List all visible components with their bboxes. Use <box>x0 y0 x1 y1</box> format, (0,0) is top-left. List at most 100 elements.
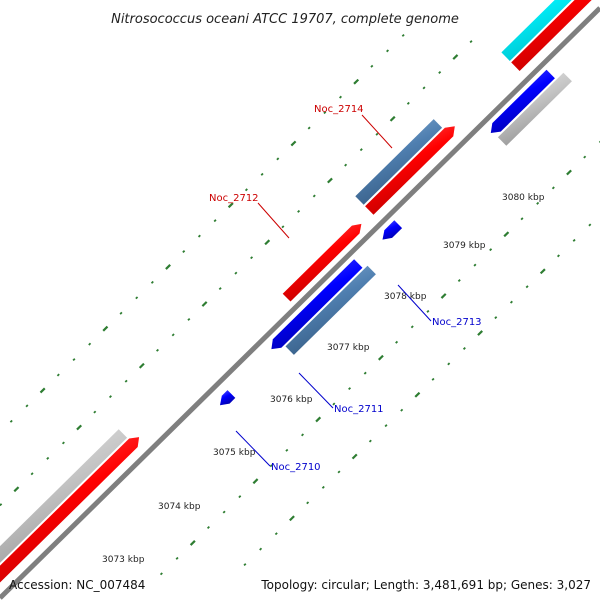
tick-mark <box>159 572 163 576</box>
reverse-gene-arrow-noc-2710 <box>220 390 236 406</box>
tick-mark <box>447 362 451 366</box>
tick-mark <box>327 177 333 184</box>
forward-gene-bar-noc-2714 <box>365 126 455 215</box>
tick-mark <box>290 140 297 147</box>
tick-mark <box>386 49 390 53</box>
tick-mark <box>201 301 208 307</box>
tick-mark <box>323 111 327 115</box>
tick-mark <box>46 456 50 460</box>
gene-label-leader <box>397 284 432 322</box>
map-title: Nitrosococcus oceani ATCC 19707, complet… <box>111 12 459 27</box>
tick-mark <box>457 279 461 283</box>
tick-mark <box>572 238 576 242</box>
tick-mark <box>206 526 210 529</box>
tick-mark <box>566 169 572 176</box>
tick-mark <box>259 547 263 551</box>
tick-mark <box>250 256 254 260</box>
tick-mark <box>370 64 374 68</box>
kbp-tick-label: 3073 kbp <box>102 555 145 565</box>
tick-mark <box>401 33 405 37</box>
tick-mark <box>234 271 238 275</box>
tick-mark <box>539 268 546 275</box>
tick-mark <box>438 70 442 74</box>
tick-mark <box>244 188 248 192</box>
tick-mark <box>289 515 295 522</box>
tick-mark <box>321 485 325 489</box>
tick-mark <box>509 300 513 304</box>
tick-mark <box>260 172 264 176</box>
tick-mark <box>171 333 175 337</box>
tick-mark <box>213 219 217 223</box>
tick-mark <box>218 287 222 291</box>
reverse-gene-bar-noc-2711 <box>271 259 363 350</box>
tick-mark <box>469 40 473 44</box>
tick-mark <box>344 163 348 167</box>
tick-mark <box>76 424 83 431</box>
gene-label-noc-2713: Noc_2713 <box>432 317 482 328</box>
tick-mark <box>332 402 336 406</box>
reverse-cds-bar-noc-2711 <box>285 265 376 355</box>
tick-mark <box>312 194 316 198</box>
tick-mark <box>377 354 384 361</box>
genome-summary-text: Topology: circular; Length: 3,481,691 bp… <box>261 578 591 592</box>
tick-mark <box>108 395 112 399</box>
kbp-tick-label: 3077 kbp <box>327 343 370 353</box>
gene-label-leader <box>298 372 334 409</box>
tick-mark <box>138 362 145 369</box>
tick-mark <box>348 387 352 391</box>
tick-mark <box>197 234 201 238</box>
tick-mark <box>422 86 426 90</box>
tick-mark <box>264 239 271 246</box>
tick-mark <box>124 379 128 383</box>
tick-mark <box>165 264 171 270</box>
gene-label-leader <box>361 114 393 149</box>
rna-feature-bar <box>0 429 128 563</box>
accession-text: Accession: NC_007484 <box>9 578 146 592</box>
forward-gene-bar-noc-2712 <box>282 223 362 302</box>
tick-mark <box>285 448 289 452</box>
gene-label-noc-2710: Noc_2710 <box>271 462 321 473</box>
gene-label-noc-2714: Noc_2714 <box>314 104 364 115</box>
tick-mark <box>276 157 280 161</box>
other-feature-bar <box>501 0 572 61</box>
kbp-tick-label: 3078 kbp <box>384 292 427 302</box>
tick-mark <box>297 209 301 213</box>
tick-mark <box>353 78 360 85</box>
tick-mark <box>363 371 367 375</box>
tick-mark <box>503 231 510 238</box>
tick-mark <box>156 348 159 352</box>
tick-mark <box>13 486 20 493</box>
tick-mark <box>315 416 322 423</box>
kbp-tick-label: 3074 kbp <box>158 502 201 512</box>
tick-mark <box>88 342 92 346</box>
tick-mark <box>30 472 34 476</box>
tick-mark <box>9 419 13 423</box>
tick-mark <box>489 248 493 252</box>
forward-cds-bar-noc-2714 <box>355 119 443 205</box>
gene-label-noc-2711: Noc_2711 <box>334 404 384 415</box>
tick-mark <box>431 377 435 381</box>
tick-mark <box>414 391 421 398</box>
tick-mark <box>0 503 3 507</box>
kbp-tick-label: 3079 kbp <box>443 241 486 251</box>
tick-mark <box>583 155 587 159</box>
tick-mark <box>243 563 247 567</box>
tick-mark <box>375 132 379 136</box>
tick-mark <box>384 424 388 428</box>
tick-mark <box>306 501 310 505</box>
gene-label-noc-2712: Noc_2712 <box>209 193 259 204</box>
tick-mark <box>359 148 363 152</box>
tick-mark <box>410 325 414 329</box>
forward-gene-bar <box>511 0 592 71</box>
tick-mark <box>525 285 529 289</box>
tick-mark <box>339 95 342 99</box>
tick-mark <box>551 186 555 190</box>
rna-feature-bar <box>497 72 572 146</box>
tick-mark <box>462 346 466 350</box>
tick-mark <box>452 54 459 60</box>
tick-mark <box>61 441 65 445</box>
kbp-tick-label: 3080 kbp <box>502 193 545 203</box>
tick-mark <box>473 263 477 267</box>
kbp-tick-label: 3076 kbp <box>270 395 313 405</box>
